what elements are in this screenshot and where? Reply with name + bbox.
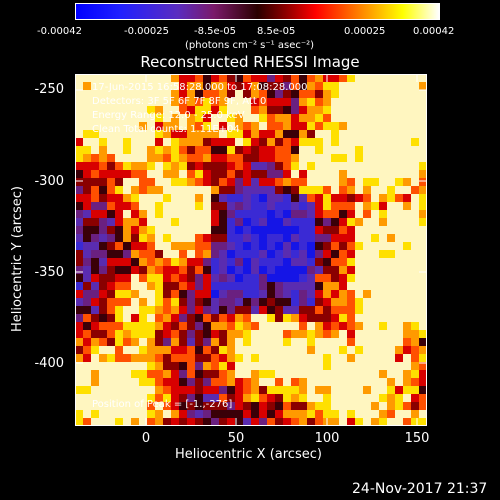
colorbar-tick: -8.5e-05 bbox=[194, 26, 236, 37]
x-axis-label: Heliocentric X (arcsec) bbox=[175, 447, 322, 462]
overlay-counts: Clean Total counts: 1.11E+04 bbox=[92, 124, 240, 135]
colorbar-tick: 0.00042 bbox=[413, 26, 455, 37]
overlay-peak: Position of Peak = [-1.,-276] bbox=[92, 399, 232, 410]
axis-ticks bbox=[75, 74, 427, 426]
y-tick-label: -250 bbox=[34, 82, 64, 97]
colorbar-tick: 0.00025 bbox=[344, 26, 386, 37]
date-stamp: 24-Nov-2017 21:37 bbox=[352, 481, 488, 497]
colorbar bbox=[75, 3, 440, 20]
overlay-detectors: Detectors: 3F 5F 6F 7F 8F 9F, Att 0 bbox=[92, 96, 266, 107]
plot-title: Reconstructed RHESSI Image bbox=[140, 53, 360, 71]
y-tick-label: -350 bbox=[34, 265, 64, 280]
y-tick-label: -400 bbox=[34, 356, 64, 371]
overlay-time: 17-Jun-2015 16:58:28.000 to 17:08:28.000 bbox=[92, 82, 308, 93]
rhessi-image-plot: 17-Jun-2015 16:58:28.000 to 17:08:28.000… bbox=[75, 74, 427, 426]
y-tick-label: -300 bbox=[34, 174, 64, 189]
x-tick-label: 100 bbox=[314, 431, 340, 446]
colorbar-tick: 8.5e-05 bbox=[257, 26, 296, 37]
plot-frame bbox=[75, 74, 427, 426]
x-tick-label: 0 bbox=[141, 431, 151, 446]
colorbar-units: (photons cm⁻² s⁻¹ asec⁻²) bbox=[185, 40, 315, 51]
colorbar-tick: -0.00025 bbox=[124, 26, 169, 37]
x-tick-label: 50 bbox=[227, 431, 245, 446]
x-tick-label: 150 bbox=[404, 431, 430, 446]
y-axis-label: Heliocentric Y (arcsec) bbox=[10, 186, 25, 332]
image-pixels bbox=[75, 74, 427, 426]
colorbar-tick: -0.00042 bbox=[37, 26, 82, 37]
overlay-energy: Energy Range: 12.0 - 25.0 keV bbox=[92, 110, 245, 121]
